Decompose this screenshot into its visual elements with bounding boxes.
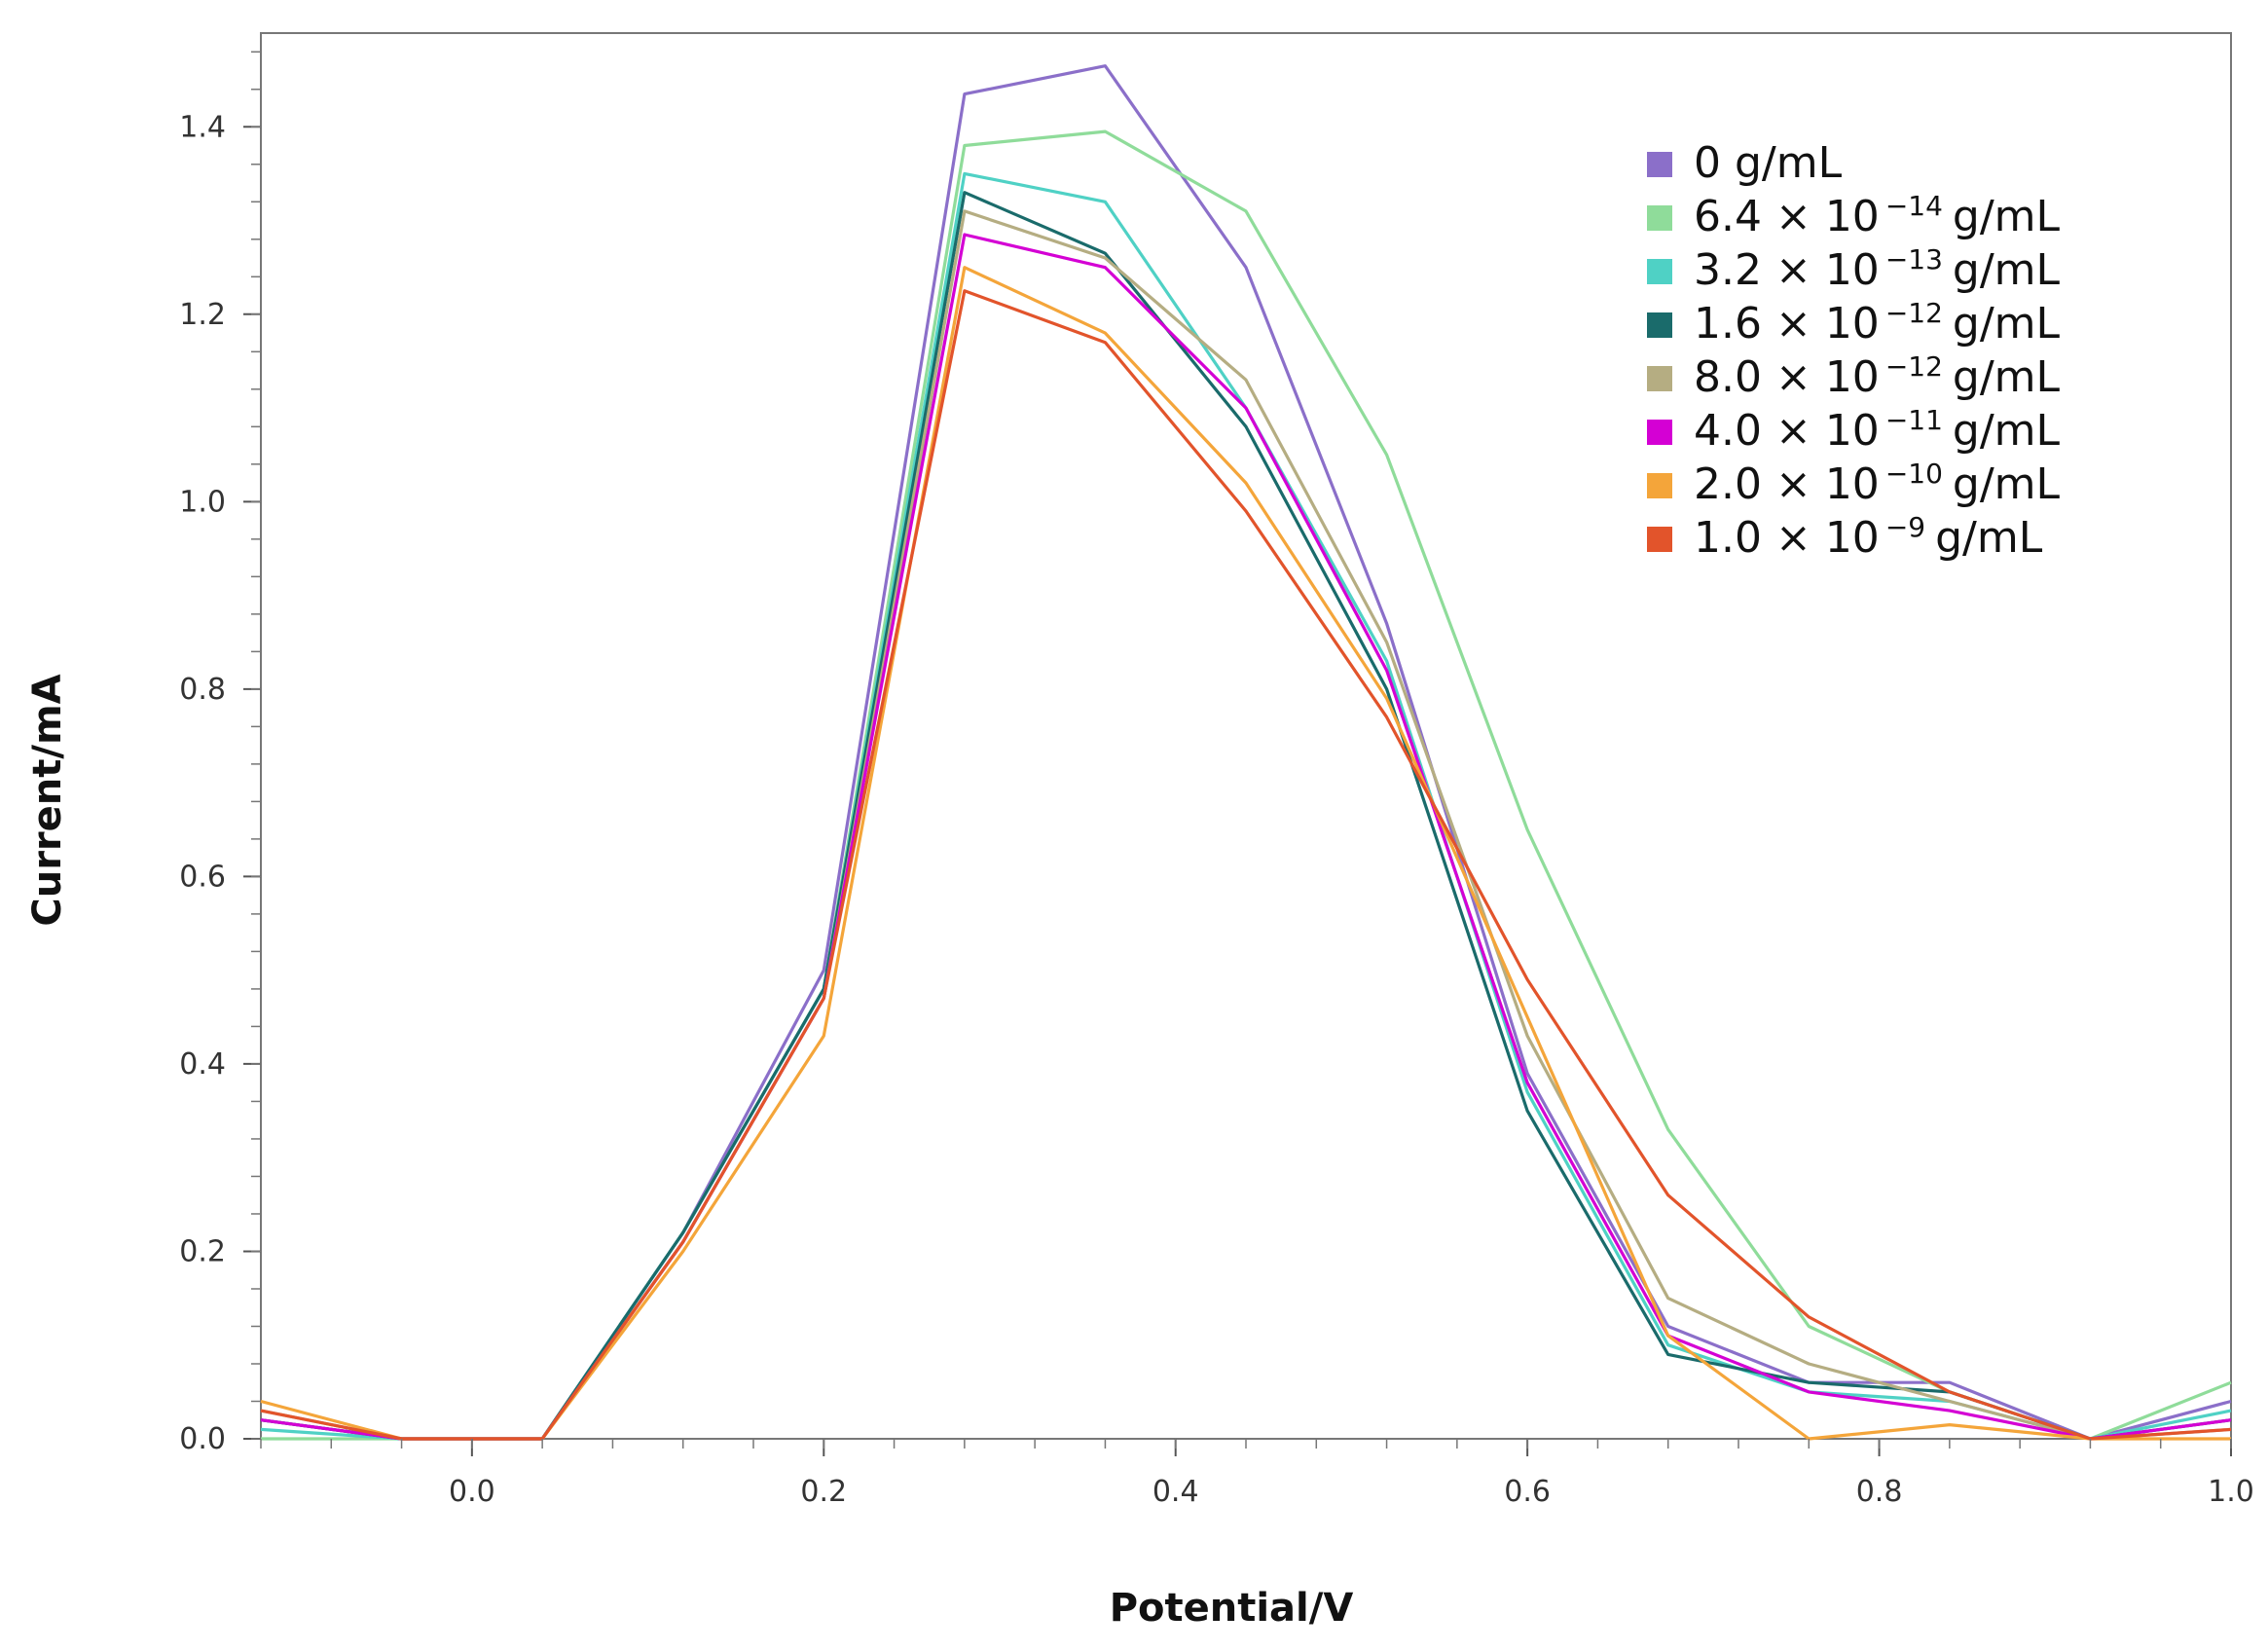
legend-label-main: 2.0 × 10 bbox=[1694, 459, 1880, 509]
legend-label-unit: g/mL bbox=[1953, 352, 2061, 402]
y-tick-label: 0.8 bbox=[179, 673, 226, 707]
legend-label-3: 3.2 × 10 −13 g/mL bbox=[1694, 243, 2061, 295]
legend-swatch-7 bbox=[1647, 473, 1672, 498]
legend-swatch-6 bbox=[1647, 420, 1672, 445]
legend-label-7: 2.0 × 10 −10 g/mL bbox=[1694, 458, 2061, 509]
legend-label-5: 8.0 × 10 −12 g/mL bbox=[1694, 350, 2061, 402]
legend-label-exponent: −11 bbox=[1885, 404, 1943, 436]
legend-label-exponent: −12 bbox=[1885, 350, 1943, 383]
x-tick-label: 1.0 bbox=[2208, 1475, 2254, 1509]
y-tick-label: 0.4 bbox=[179, 1047, 226, 1082]
legend-label-main: 8.0 × 10 bbox=[1694, 352, 1880, 402]
legend-label-exponent: −12 bbox=[1885, 297, 1943, 329]
y-tick-label: 0.2 bbox=[179, 1234, 226, 1268]
x-tick-label: 0.2 bbox=[800, 1475, 847, 1509]
legend-swatch-8 bbox=[1647, 527, 1672, 552]
legend-label-unit: g/mL bbox=[1953, 406, 2061, 456]
legend-label-main: 1.0 × 10 bbox=[1694, 513, 1880, 563]
legend-swatch-1 bbox=[1647, 152, 1672, 177]
legend: 0 g/mL6.4 × 10 −14 g/mL3.2 × 10 −13 g/mL1.6 … bbox=[1647, 138, 2061, 563]
legend-label-6: 4.0 × 10 −11 g/mL bbox=[1694, 404, 2061, 456]
legend-label-unit: g/mL bbox=[1953, 192, 2061, 241]
y-tick-label: 1.2 bbox=[179, 298, 226, 332]
legend-label-exponent: −9 bbox=[1885, 511, 1925, 543]
series-line-8 bbox=[260, 289, 2232, 1441]
y-tick-label: 0.0 bbox=[179, 1422, 226, 1456]
legend-label-8: 1.0 × 10 −9 g/mL bbox=[1694, 511, 2043, 563]
x-tick-label: 0.6 bbox=[1504, 1475, 1551, 1509]
legend-swatch-3 bbox=[1647, 259, 1672, 284]
x-tick-label: 0.8 bbox=[1856, 1475, 1903, 1509]
x-axis-title: Potential/V bbox=[1110, 1586, 1354, 1631]
legend-label-main: 0 g/mL bbox=[1694, 138, 1843, 188]
y-tick-label: 1.4 bbox=[179, 110, 226, 144]
legend-swatch-4 bbox=[1647, 312, 1672, 338]
legend-label-unit: g/mL bbox=[1935, 513, 2043, 563]
series-layer bbox=[260, 64, 2232, 1441]
y-axis-title: Current/mA bbox=[25, 674, 70, 926]
legend-label-exponent: −10 bbox=[1885, 458, 1943, 490]
legend-label-1: 0 g/mL bbox=[1694, 138, 1843, 188]
legend-label-exponent: −14 bbox=[1885, 190, 1943, 222]
legend-label-2: 6.4 × 10 −14 g/mL bbox=[1694, 190, 2061, 241]
legend-label-4: 1.6 × 10 −12 g/mL bbox=[1694, 297, 2061, 349]
axes-layer: 0.0 0.2 0.4 0.6 0.8 1.0 0.0 0.2 0.4 0.6 0.8 1.0 1.2 1… bbox=[179, 51, 2254, 1509]
y-tick-label: 1.0 bbox=[179, 485, 226, 519]
legend-label-exponent: −13 bbox=[1885, 243, 1943, 275]
legend-label-main: 1.6 × 10 bbox=[1694, 299, 1880, 349]
y-tick-label: 0.6 bbox=[179, 860, 226, 894]
x-tick-label: 0.4 bbox=[1152, 1475, 1199, 1509]
legend-label-main: 3.2 × 10 bbox=[1694, 245, 1880, 295]
legend-label-unit: g/mL bbox=[1953, 245, 2061, 295]
legend-swatch-2 bbox=[1647, 205, 1672, 231]
legend-label-unit: g/mL bbox=[1953, 459, 2061, 509]
legend-label-main: 4.0 × 10 bbox=[1694, 406, 1880, 456]
legend-label-unit: g/mL bbox=[1953, 299, 2061, 349]
series-line-7 bbox=[260, 266, 2231, 1441]
series-line-5 bbox=[260, 209, 2232, 1441]
legend-label-main: 6.4 × 10 bbox=[1694, 192, 1880, 241]
x-tick-label: 0.0 bbox=[449, 1475, 495, 1509]
legend-swatch-5 bbox=[1647, 366, 1672, 391]
